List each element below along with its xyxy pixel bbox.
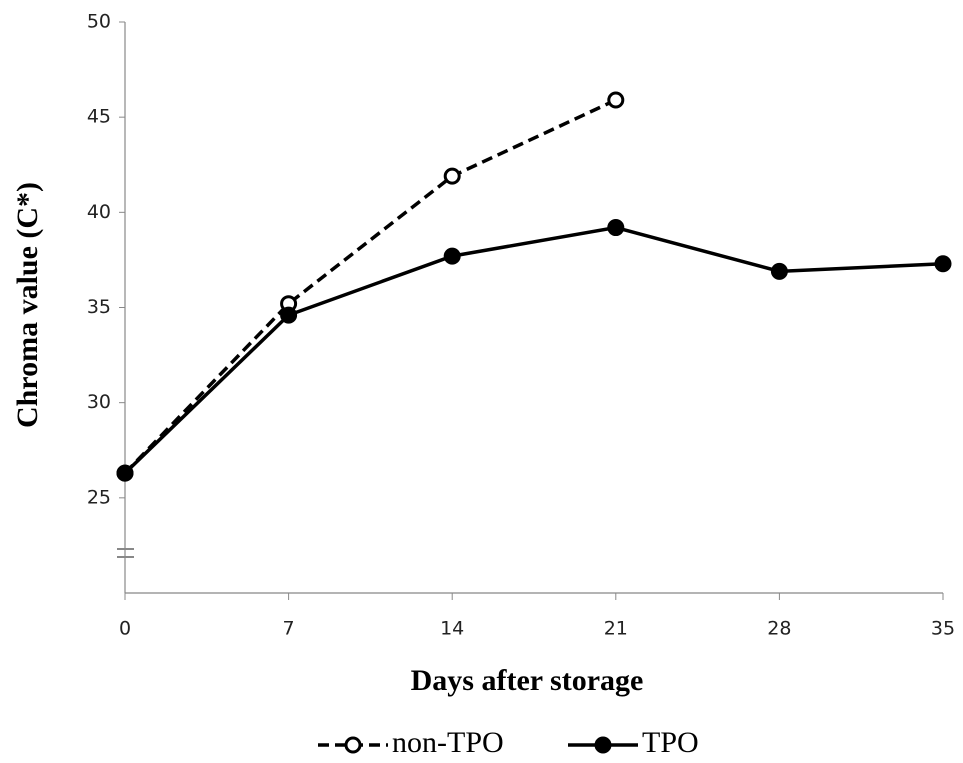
x-tick-label: 28 — [767, 618, 791, 640]
x-tick-label: 7 — [283, 618, 295, 640]
legend-marker — [594, 736, 612, 754]
y-tick-label: 45 — [87, 106, 111, 128]
point — [934, 255, 952, 273]
point — [443, 167, 461, 185]
x-axis-label: Days after storage — [411, 664, 644, 697]
y-tick-label: 30 — [87, 391, 111, 413]
point — [280, 306, 298, 324]
y-tick-label: 25 — [87, 486, 111, 508]
legend-label: non-TPO — [392, 726, 504, 759]
series-line — [123, 225, 944, 475]
series-line — [123, 98, 617, 475]
y-axis-label: Chroma value (C*) — [11, 182, 44, 428]
x-tick-label: 35 — [931, 618, 955, 640]
x-tick-label: 0 — [119, 618, 131, 640]
legend-item: non-TPO — [318, 726, 504, 759]
x-tick-label: 21 — [604, 618, 628, 640]
point — [607, 91, 625, 109]
y-tick-label: 50 — [87, 11, 111, 33]
point — [607, 219, 625, 237]
x-tick-label: 14 — [440, 618, 464, 640]
legend-marker — [344, 736, 362, 754]
y-tick-label: 40 — [87, 201, 111, 223]
point — [116, 464, 134, 482]
axis-break — [117, 548, 134, 558]
legend-label: TPO — [642, 726, 699, 759]
y-tick-label: 35 — [87, 296, 111, 318]
legend-item: TPO — [568, 726, 699, 759]
point — [443, 247, 461, 265]
point — [770, 262, 788, 280]
